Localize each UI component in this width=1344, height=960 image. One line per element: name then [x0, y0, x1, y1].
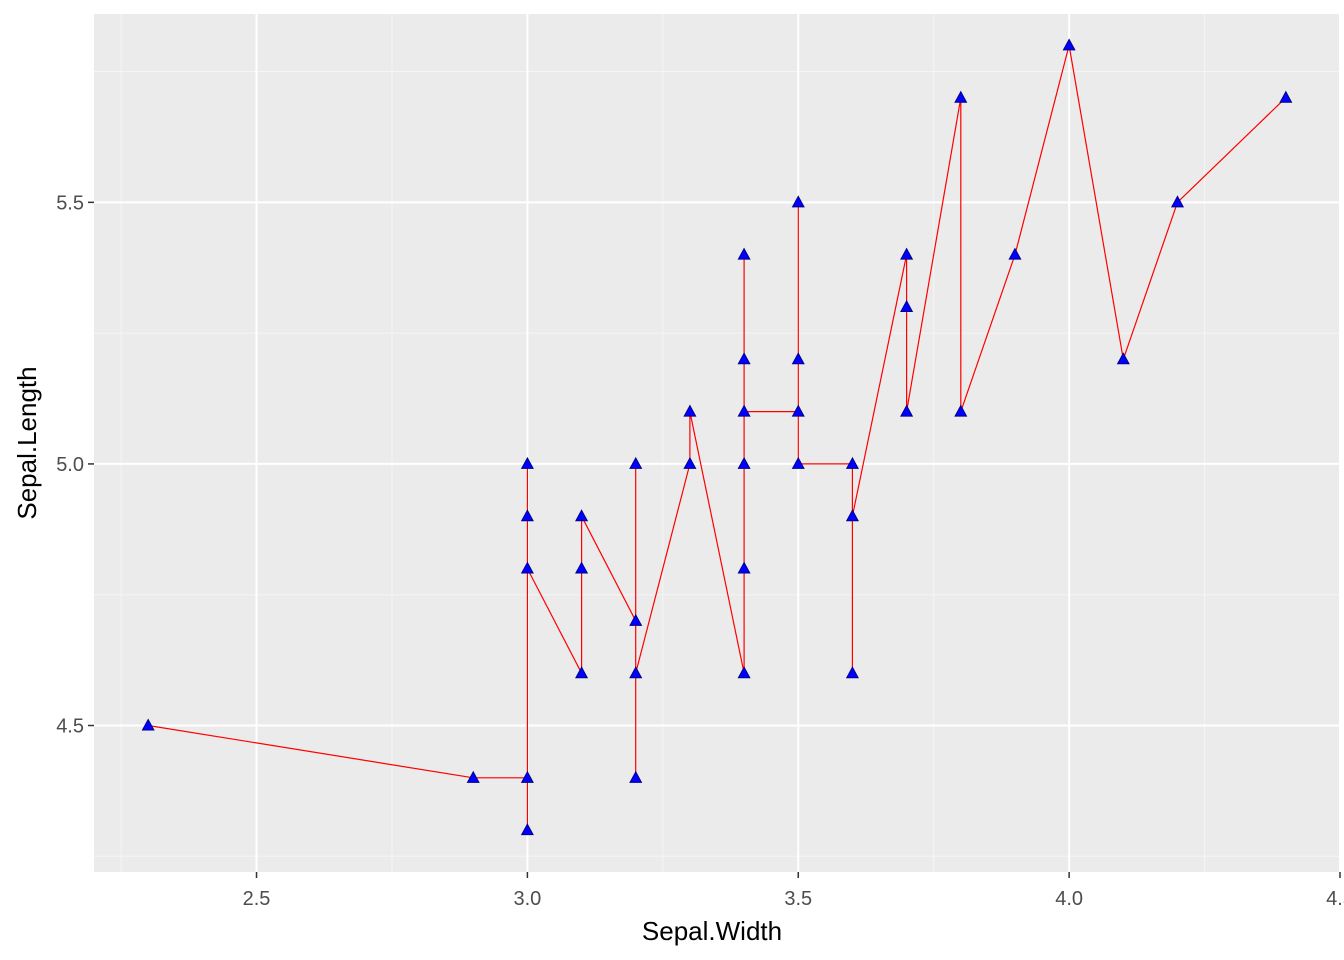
axis-ticks — [88, 201, 1341, 878]
data-point — [737, 404, 751, 417]
y-axis-tick-label: 5.5 — [56, 192, 84, 214]
y-axis-tick-label: 4.5 — [56, 716, 84, 738]
data-point — [629, 613, 643, 626]
data-point — [954, 404, 968, 417]
data-point — [791, 456, 805, 469]
y-axis-title: Sepal.Length — [12, 366, 42, 519]
x-axis-tick-label: 3.0 — [513, 888, 541, 910]
x-axis-tick-label: 4.5 — [1326, 888, 1344, 910]
data-point — [1279, 90, 1293, 103]
data-point — [737, 561, 751, 574]
data-point — [1062, 38, 1076, 51]
data-point — [520, 823, 534, 836]
data-point — [791, 404, 805, 417]
x-axis-tick-label: 3.5 — [784, 888, 812, 910]
data-point — [520, 456, 534, 469]
y-axis-tick-labels: 4.5 5.0 5.5 — [56, 192, 84, 737]
data-point — [520, 770, 534, 783]
data-point — [520, 561, 534, 574]
data-point — [1170, 195, 1185, 208]
data-point — [791, 195, 805, 208]
data-point — [737, 247, 751, 260]
data-point — [575, 561, 589, 574]
data-point — [954, 90, 968, 103]
data-points — [141, 38, 1293, 836]
data-point — [520, 509, 534, 522]
data-point — [845, 509, 859, 522]
data-point — [1008, 247, 1022, 260]
x-axis-tick-label: 2.5 — [243, 888, 271, 910]
data-point — [737, 352, 751, 365]
data-point — [845, 456, 859, 469]
x-axis-tick-label: 4.0 — [1055, 888, 1083, 910]
data-point — [900, 404, 914, 417]
y-axis-tick-label: 5.0 — [56, 454, 84, 476]
x-axis-tick-labels: 2.5 3.0 3.5 4.0 4.5 — [243, 888, 1344, 910]
data-point — [629, 770, 643, 783]
data-point — [575, 509, 589, 522]
data-point — [629, 666, 643, 679]
data-point — [141, 718, 155, 731]
minor-gridlines — [94, 14, 1340, 872]
data-point — [845, 666, 859, 679]
data-point — [575, 666, 589, 679]
data-point — [683, 404, 697, 417]
data-point — [466, 770, 480, 783]
data-point — [1116, 352, 1130, 365]
data-point — [900, 247, 914, 260]
data-point — [900, 299, 914, 312]
data-point — [683, 456, 697, 469]
data-point — [737, 456, 751, 469]
plot-panel — [94, 14, 1340, 872]
data-point — [737, 666, 751, 679]
x-axis-title: Sepal.Width — [642, 916, 782, 946]
data-point — [629, 456, 643, 469]
data-point — [791, 352, 805, 365]
